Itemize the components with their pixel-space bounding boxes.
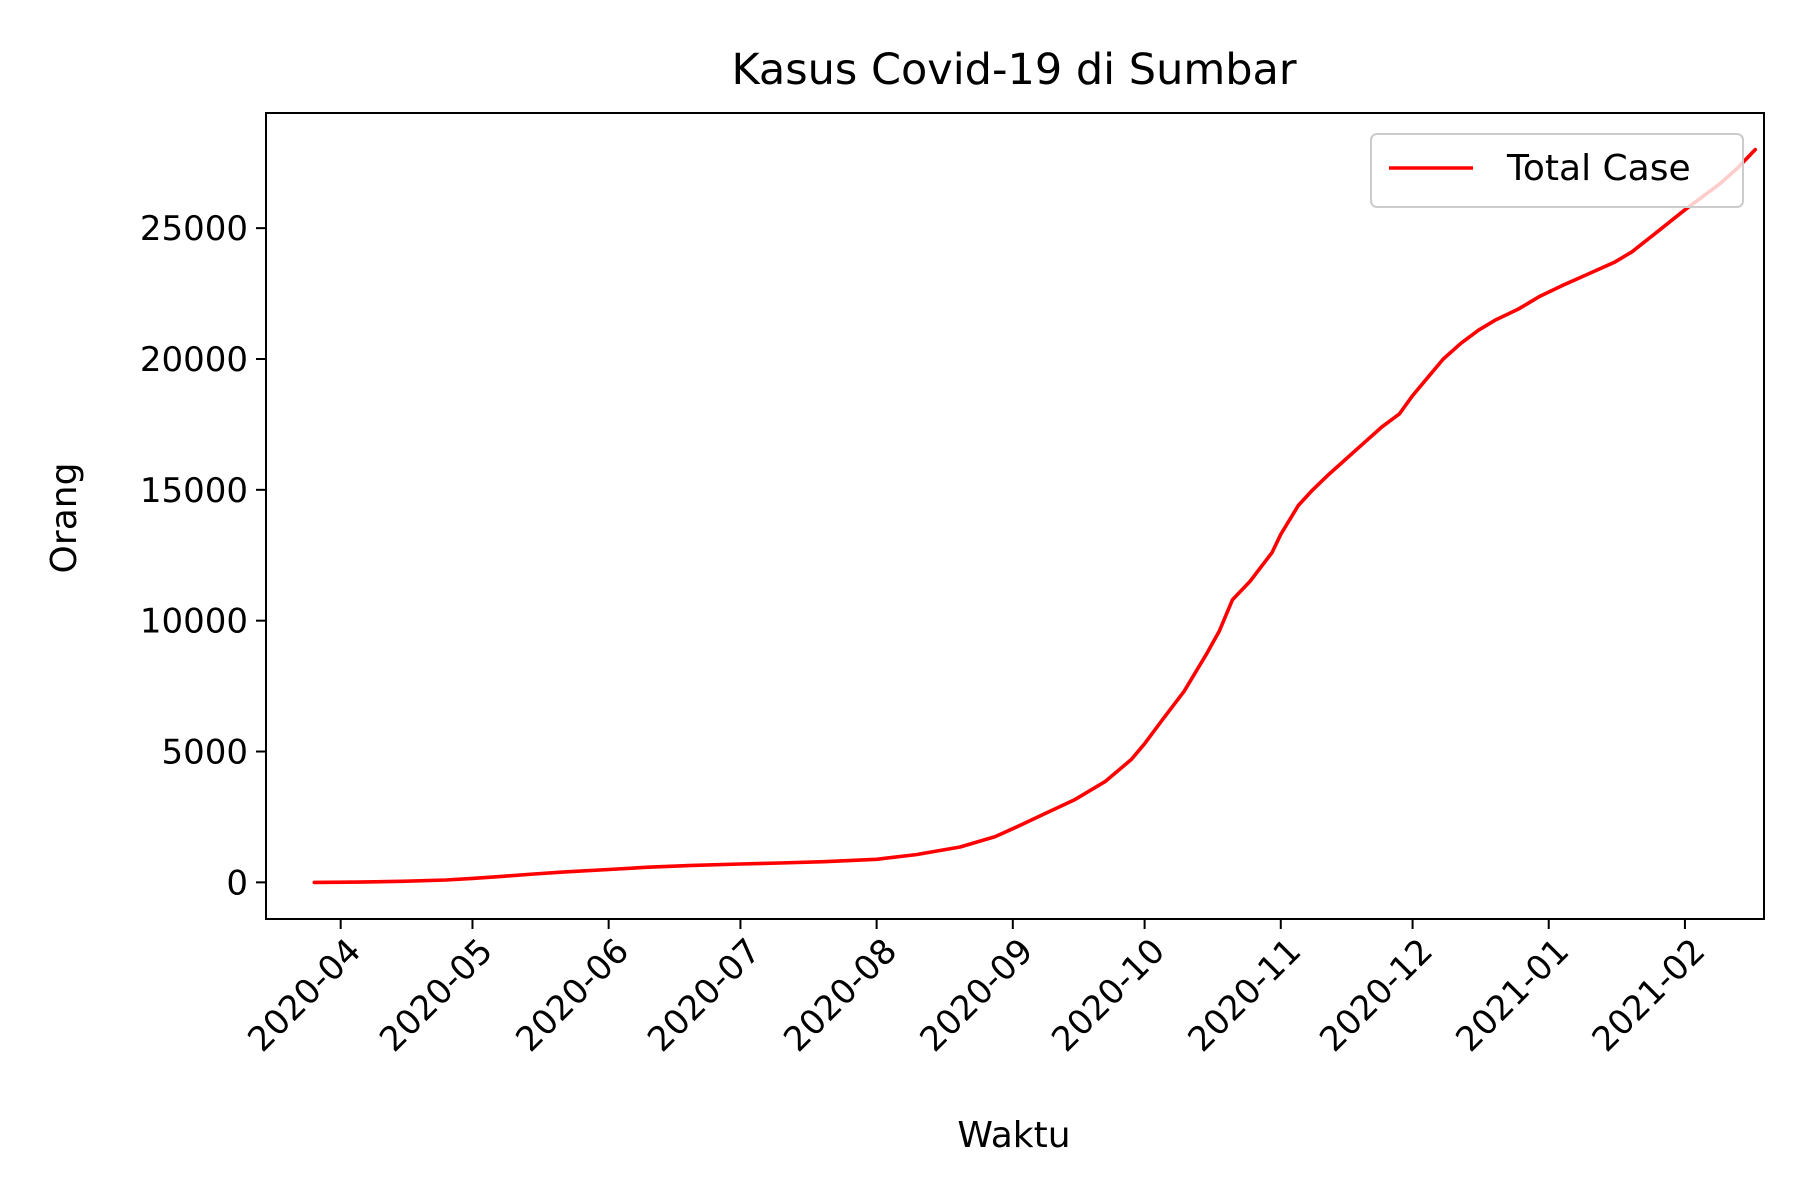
y-axis-label: Orang: [44, 463, 85, 574]
series-line-total-case: [312, 147, 1757, 885]
y-axis: 0 5000 10000 15000 20000 25000: [140, 209, 266, 903]
legend: Total Case: [1370, 133, 1744, 208]
y-tick-label: 25000: [140, 209, 248, 249]
y-tick-label: 20000: [140, 340, 248, 380]
y-tick-label: 0: [226, 863, 248, 903]
y-tick-label: 5000: [161, 733, 248, 773]
axes-frame: [265, 112, 1765, 920]
legend-label-total-case: Total Case: [1506, 148, 1691, 189]
x-axis-label: Waktu: [957, 1115, 1070, 1156]
legend-box: [1370, 133, 1744, 208]
chart-title: Kasus Covid-19 di Sumbar: [731, 45, 1296, 95]
y-tick-label: 15000: [140, 471, 248, 511]
y-tick-label: 10000: [140, 602, 248, 642]
plot-area: [265, 112, 1765, 920]
